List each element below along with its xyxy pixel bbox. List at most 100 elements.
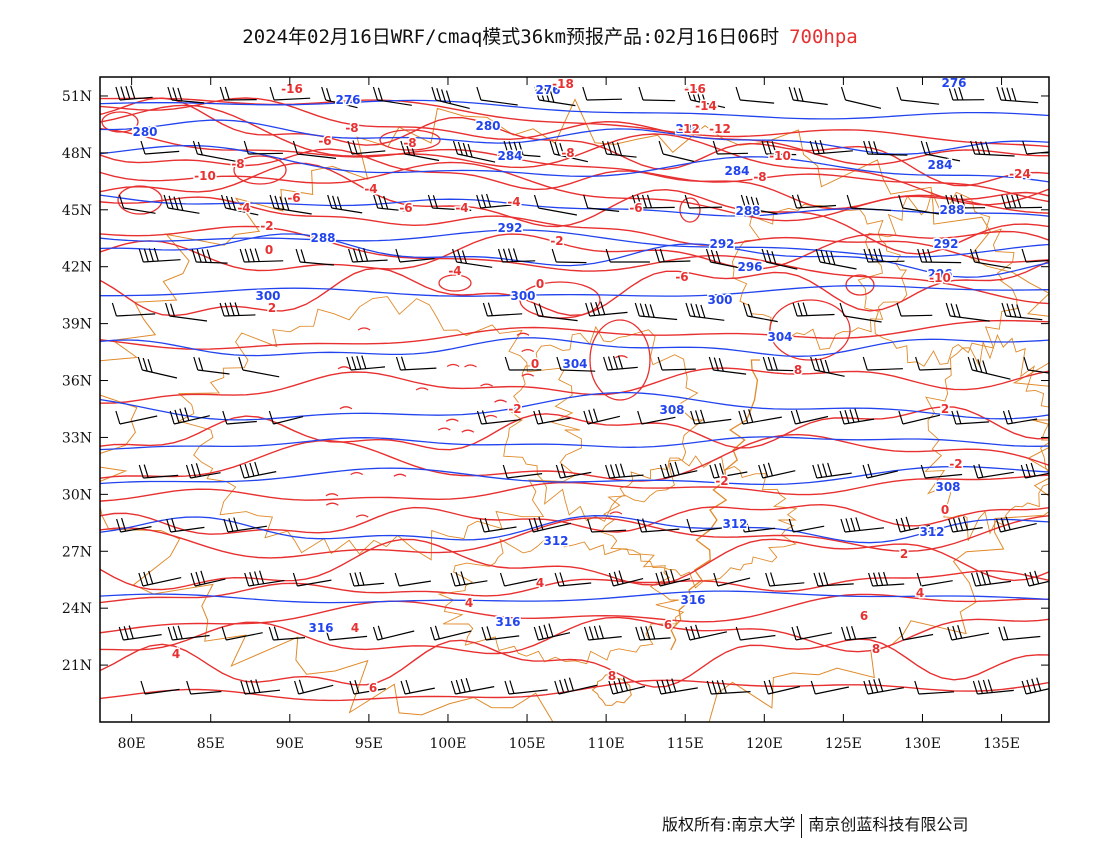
height-label: 312 <box>722 517 747 531</box>
wind-barb <box>583 408 621 425</box>
wind-barb <box>809 140 853 155</box>
wind-barb <box>269 194 312 215</box>
wind-barb <box>839 408 875 425</box>
province-border <box>177 296 582 561</box>
height-label: 280 <box>675 122 700 136</box>
wind-barb <box>452 248 493 268</box>
wind-barb <box>221 194 259 216</box>
height-label: 276 <box>941 76 966 90</box>
temperature-fragment <box>339 406 353 410</box>
wind-barb <box>762 356 799 372</box>
country-border <box>100 98 1049 722</box>
lon-tick-label: 110E <box>588 736 625 752</box>
temperature-contour <box>100 127 1049 203</box>
wind-barb <box>372 86 412 106</box>
wind-barb <box>841 626 877 641</box>
wind-barb <box>239 248 284 263</box>
lat-tick-label: 33N <box>62 430 92 446</box>
wind-barb <box>583 625 622 641</box>
wind-barb <box>116 517 152 533</box>
wind-barb <box>863 140 908 156</box>
height-contour <box>100 391 1049 421</box>
temperature-contour <box>100 433 1049 482</box>
height-label: 284 <box>724 164 749 178</box>
wind-barb <box>761 248 798 270</box>
wind-barb <box>920 140 961 162</box>
temperature-label: 4 <box>536 576 544 590</box>
wind-barb <box>815 248 857 270</box>
copyright-text: 版权所有:南京大学 <box>662 815 796 834</box>
wind-barb <box>656 678 698 695</box>
wind-barb <box>1001 302 1043 321</box>
temperature-contour <box>100 196 1049 263</box>
lon-tick-label: 100E <box>429 736 466 752</box>
wind-barb <box>740 194 778 215</box>
province-border <box>600 455 798 589</box>
wind-barb <box>969 248 1012 269</box>
wind-barb <box>948 516 983 533</box>
wind-barb <box>185 463 221 479</box>
temperature-label: 2 <box>268 301 276 315</box>
wind-barb <box>115 85 153 101</box>
wind-barb <box>996 86 1039 104</box>
wind-barb <box>166 518 205 533</box>
temperature-label: 0 <box>531 357 539 371</box>
wind-barb <box>327 194 363 214</box>
wind-barb <box>294 679 334 695</box>
wind-barb <box>268 410 304 425</box>
height-label: 300 <box>707 293 732 307</box>
height-label: 292 <box>497 221 522 235</box>
temperature-label: -8 <box>561 146 574 160</box>
temperature-label: -6 <box>629 201 642 215</box>
wind-barb <box>659 461 698 479</box>
wind-barb <box>1023 356 1049 374</box>
lat-tick-label: 39N <box>62 317 92 333</box>
wind-barb <box>945 302 990 322</box>
height-label: 316 <box>680 593 705 607</box>
wind-barb <box>583 194 620 212</box>
height-label: 308 <box>659 403 684 417</box>
copyright-footer: 版权所有:南京大学 南京创蓝科技有限公司 <box>662 811 968 838</box>
temperature-fragment <box>494 399 507 403</box>
wind-barb <box>658 140 695 163</box>
temperature-fragment <box>325 493 339 497</box>
wind-barb <box>791 625 833 641</box>
wind-barb <box>193 356 230 375</box>
temperature-contour <box>100 230 1049 272</box>
height-label: 296 <box>927 267 952 281</box>
temperature-loop <box>589 319 651 401</box>
temperature-label: -12 <box>709 122 731 136</box>
temperature-contour <box>100 569 1049 604</box>
temperature-contour <box>100 538 1049 591</box>
wind-barb <box>998 626 1041 641</box>
wind-barb <box>951 410 990 425</box>
wind-barb <box>268 626 306 641</box>
temperature-label: -16 <box>281 82 303 96</box>
height-label: 304 <box>767 330 792 344</box>
wind-barb <box>395 248 435 263</box>
height-label: 280 <box>475 119 500 133</box>
wind-barb <box>917 248 962 264</box>
china-boundaries <box>100 98 1049 722</box>
wind-barb <box>111 302 156 317</box>
temperature-label: -6 <box>318 134 331 148</box>
wind-barb <box>346 355 386 371</box>
wind-barb <box>605 463 644 479</box>
height-label: 280 <box>132 125 157 139</box>
height-label: 288 <box>735 204 760 218</box>
temperature-label: 8 <box>872 642 880 656</box>
wind-barb <box>735 86 775 104</box>
wind-barb <box>945 194 986 209</box>
temperature-contour <box>100 367 1049 404</box>
wind-barb <box>239 461 277 479</box>
temperature-label: -8 <box>345 121 358 135</box>
wind-barb <box>685 302 725 321</box>
temperature-label: -2 <box>260 219 273 233</box>
lon-tick-label: 105E <box>509 736 546 752</box>
wind-barb <box>920 464 963 479</box>
wind-barb <box>739 518 776 533</box>
wind-barb <box>295 248 335 266</box>
height-label: 292 <box>933 237 958 251</box>
temperature-label: -2 <box>550 234 563 248</box>
wind-barb <box>585 301 628 317</box>
